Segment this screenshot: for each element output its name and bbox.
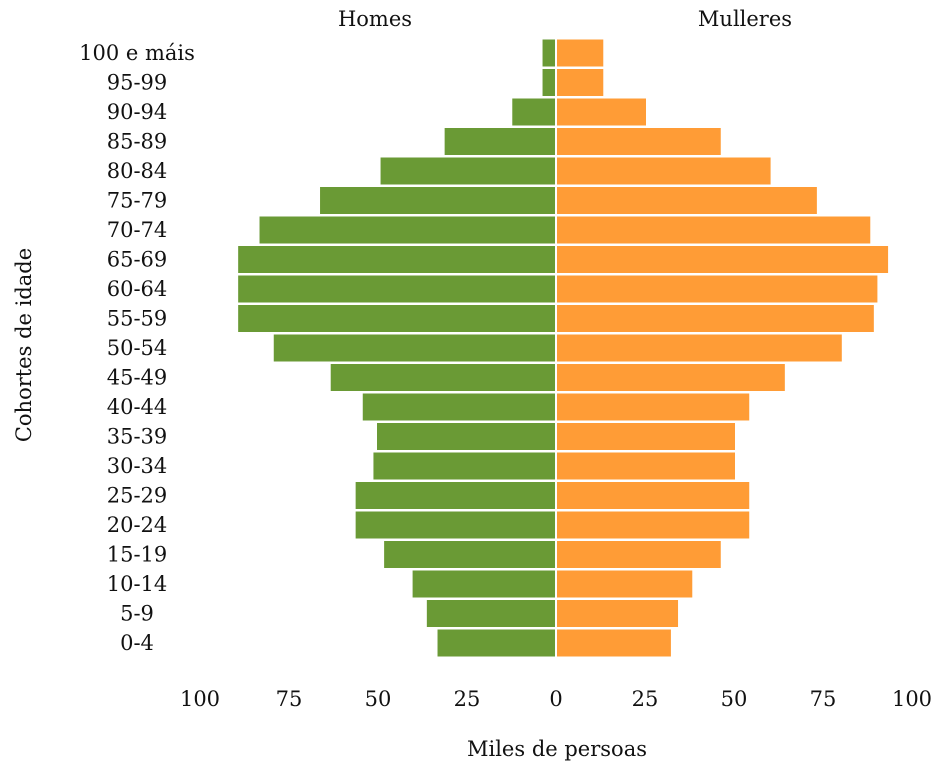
category-label: 20-24	[107, 513, 168, 537]
category-label: 50-54	[107, 336, 168, 360]
bar-mulleres-15-19	[557, 541, 721, 568]
bar-homes-55-59	[238, 305, 555, 332]
category-label: 10-14	[107, 572, 168, 596]
bar-homes-35-39	[377, 423, 555, 450]
x-tick-label: 75	[810, 687, 837, 711]
x-tick-label: 25	[454, 687, 481, 711]
bar-mulleres-55-59	[557, 305, 874, 332]
category-label: 65-69	[107, 248, 168, 272]
bar-mulleres-75-79	[557, 187, 817, 214]
bar-homes-95-99	[542, 69, 555, 96]
bar-mulleres-95-99	[557, 69, 604, 96]
bar-homes-75-79	[320, 187, 555, 214]
bar-mulleres-100-e-máis	[557, 39, 604, 67]
bar-mulleres-30-34	[557, 452, 735, 480]
bar-homes-30-34	[373, 452, 555, 480]
bars-group	[238, 39, 889, 657]
bar-mulleres-0-4	[557, 629, 671, 657]
x-tick-label: 75	[276, 687, 303, 711]
bar-mulleres-40-44	[557, 393, 750, 421]
bar-homes-40-44	[362, 393, 555, 421]
bar-mulleres-5-9	[557, 600, 679, 627]
right-header: Mulleres	[698, 7, 792, 31]
bar-homes-60-64	[238, 275, 555, 303]
bar-mulleres-80-84	[557, 157, 771, 185]
bar-mulleres-90-94	[557, 98, 646, 126]
bar-mulleres-60-64	[557, 275, 878, 303]
bar-homes-65-69	[238, 246, 555, 273]
category-label: 5-9	[120, 602, 154, 626]
x-tick-label: 100	[180, 687, 220, 711]
category-label: 25-29	[107, 484, 168, 508]
y-axis-title: Cohortes de idade	[12, 248, 36, 442]
bar-mulleres-70-74	[557, 216, 871, 244]
category-label: 80-84	[107, 159, 168, 183]
bar-homes-90-94	[512, 98, 555, 126]
x-tick-label: 100	[892, 687, 932, 711]
bar-homes-45-49	[330, 364, 555, 391]
bar-homes-20-24	[355, 511, 555, 539]
category-label: 100 e máis	[79, 41, 195, 65]
category-label: 40-44	[107, 395, 168, 419]
bar-homes-15-19	[384, 541, 555, 568]
category-label: 95-99	[107, 71, 168, 95]
bar-mulleres-20-24	[557, 511, 750, 539]
bar-mulleres-85-89	[557, 128, 721, 155]
x-tick-label: 50	[721, 687, 748, 711]
bar-homes-10-14	[412, 570, 555, 598]
category-label: 90-94	[107, 100, 168, 124]
category-label: 55-59	[107, 307, 168, 331]
category-label: 15-19	[107, 543, 168, 567]
x-tick-label: 25	[632, 687, 659, 711]
category-label: 85-89	[107, 130, 168, 154]
bar-homes-100-e-máis	[542, 39, 555, 67]
left-header: Homes	[338, 7, 412, 31]
bar-mulleres-45-49	[557, 364, 785, 391]
category-label: 45-49	[107, 366, 168, 390]
x-tick-labels: 100 75 50 25 0 25 50 75 100	[180, 687, 932, 711]
category-label: 35-39	[107, 425, 168, 449]
category-label: 30-34	[107, 454, 168, 478]
bar-homes-25-29	[355, 482, 555, 509]
bar-homes-80-84	[380, 157, 555, 185]
bar-mulleres-25-29	[557, 482, 750, 509]
category-label: 60-64	[107, 277, 168, 301]
bar-mulleres-65-69	[557, 246, 889, 273]
bar-homes-85-89	[444, 128, 555, 155]
category-label: 75-79	[107, 189, 168, 213]
bar-mulleres-50-54	[557, 334, 842, 362]
bar-mulleres-35-39	[557, 423, 735, 450]
category-label: 0-4	[120, 631, 154, 655]
bar-homes-0-4	[437, 629, 555, 657]
x-tick-label: 0	[549, 687, 562, 711]
category-labels: 0-4 5-9 10-14 15-19 20-24 25-29 30-34 35-39 40-4…	[79, 41, 195, 655]
x-tick-label: 50	[365, 687, 392, 711]
bar-homes-5-9	[426, 600, 555, 627]
bar-homes-50-54	[273, 334, 555, 362]
x-axis-title: Miles de persoas	[467, 737, 647, 761]
category-label: 70-74	[107, 218, 168, 242]
bar-mulleres-10-14	[557, 570, 693, 598]
bar-homes-70-74	[259, 216, 555, 244]
